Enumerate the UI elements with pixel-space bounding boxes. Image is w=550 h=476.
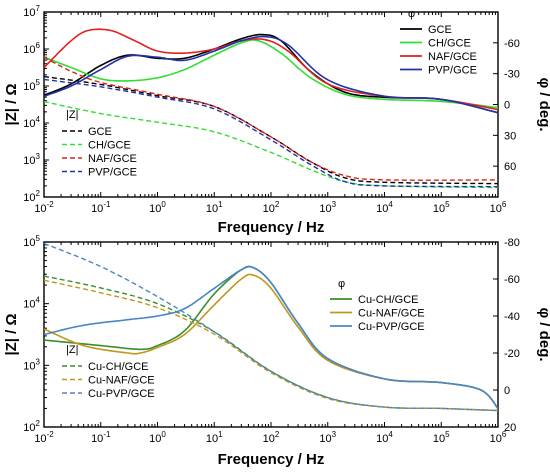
x-tick-label: 10-2 — [34, 430, 54, 445]
y-tick-label: 107 — [23, 4, 40, 19]
phase-line-pvp-gce — [44, 35, 498, 114]
x-tick-label: 105 — [433, 430, 450, 445]
legend-phase-label: NAF/GCE — [428, 51, 477, 63]
x-tick-label: 106 — [490, 200, 507, 215]
x-tick-label: 10-1 — [91, 200, 111, 215]
legend-modulus-label: PVP/GCE — [88, 167, 137, 179]
x-tick-label: 10-2 — [34, 200, 54, 215]
y-axis-title-left: |Z| / Ω — [3, 83, 20, 125]
x-tick-label: 103 — [319, 200, 336, 215]
legend-modulus-label: GCE — [88, 126, 112, 138]
modulus-line-cu-pvp-gce — [44, 242, 498, 412]
x-tick-label: 101 — [206, 200, 223, 215]
y-tick-label: 104 — [23, 115, 40, 130]
y-tick-label: 106 — [23, 41, 40, 56]
legend-phase-label: CH/GCE — [428, 38, 471, 50]
x-tick-label: 105 — [433, 200, 450, 215]
phase-line-ch-gce — [44, 39, 498, 109]
x-tick-label: 10-1 — [91, 430, 111, 445]
modulus-line-pvp-gce — [44, 78, 498, 188]
y-tick-label: 102 — [23, 189, 40, 204]
phase-line-naf-gce — [44, 28, 498, 111]
x-tick-label: 102 — [263, 200, 280, 215]
x-tick-label: 100 — [149, 200, 166, 215]
legend-phase-label: GCE — [428, 24, 452, 36]
curves — [44, 28, 498, 189]
modulus-line-ch-gce — [44, 100, 498, 189]
right-tick-label: 0 — [504, 100, 510, 112]
right-tick-label: 20 — [504, 422, 516, 434]
legend-modulus-header: |Z| — [66, 344, 78, 356]
legend-modulus-label: Cu-NAF/GCE — [88, 375, 155, 387]
legend-phase-header: φ — [408, 8, 415, 20]
right-tick-label: 60 — [504, 161, 516, 173]
right-tick-label: -60 — [504, 38, 520, 50]
modulus-line-naf-gce — [44, 56, 498, 181]
curves — [44, 242, 498, 412]
right-tick-label: -80 — [504, 237, 520, 249]
legend-phase-label: PVP/GCE — [428, 65, 477, 77]
right-tick-label: 0 — [504, 385, 510, 397]
y-axis-title-left: |Z| / Ω — [3, 313, 20, 355]
legend-phase-header: φ — [338, 278, 345, 290]
chart-panel-2: 10-2 10-1 100 101 102 103 104 105 106 102 103 104 10… — [3, 234, 550, 468]
y-axis-title-right: φ / deg. — [536, 307, 550, 361]
x-tick-label: 103 — [319, 430, 336, 445]
right-tick-label: -60 — [504, 274, 520, 286]
x-tick-label: 101 — [206, 430, 223, 445]
phase-line-gce — [44, 33, 498, 114]
y-tick-label: 105 — [23, 78, 40, 93]
x-tick-label: 106 — [490, 430, 507, 445]
x-axis-title: Frequency / Hz — [218, 451, 325, 468]
modulus-line-cu-ch-gce — [44, 275, 498, 412]
y-tick-label: 102 — [23, 419, 40, 434]
modulus-line-cu-naf-gce — [44, 279, 498, 412]
y-tick-label: 103 — [23, 152, 40, 167]
x-tick-label: 104 — [376, 430, 393, 445]
modulus-line-gce — [44, 75, 498, 185]
right-tick-label: -30 — [504, 69, 520, 81]
legend-modulus-label: Cu-CH/GCE — [88, 361, 149, 373]
x-tick-label: 102 — [263, 430, 280, 445]
phase-line-cu-pvp-gce — [44, 265, 498, 410]
x-tick-label: 104 — [376, 200, 393, 215]
x-tick-label: 100 — [149, 430, 166, 445]
legend-phase-label: Cu-NAF/GCE — [358, 308, 425, 320]
y-tick-label: 105 — [23, 234, 40, 249]
right-tick-label: -40 — [504, 311, 520, 323]
legend-modulus-label: Cu-PVP/GCE — [88, 388, 155, 400]
x-axis-title: Frequency / Hz — [218, 219, 325, 236]
right-tick-label: 30 — [504, 130, 516, 142]
y-tick-label: 104 — [23, 296, 40, 311]
legend-phase-label: Cu-CH/GCE — [358, 294, 419, 306]
right-tick-label: -20 — [504, 348, 520, 360]
legend-modulus-label: NAF/GCE — [88, 153, 137, 165]
y-tick-label: 103 — [23, 357, 40, 372]
y-axis-title-right: φ / deg. — [536, 77, 550, 131]
chart-panel-1: 10-2 10-1 100 101 102 103 104 105 106 102 103 104 10… — [3, 4, 550, 236]
legend-modulus-label: CH/GCE — [88, 140, 131, 152]
legend-phase-label: Cu-PVP/GCE — [358, 321, 425, 333]
legend-modulus-header: |Z| — [66, 109, 78, 121]
